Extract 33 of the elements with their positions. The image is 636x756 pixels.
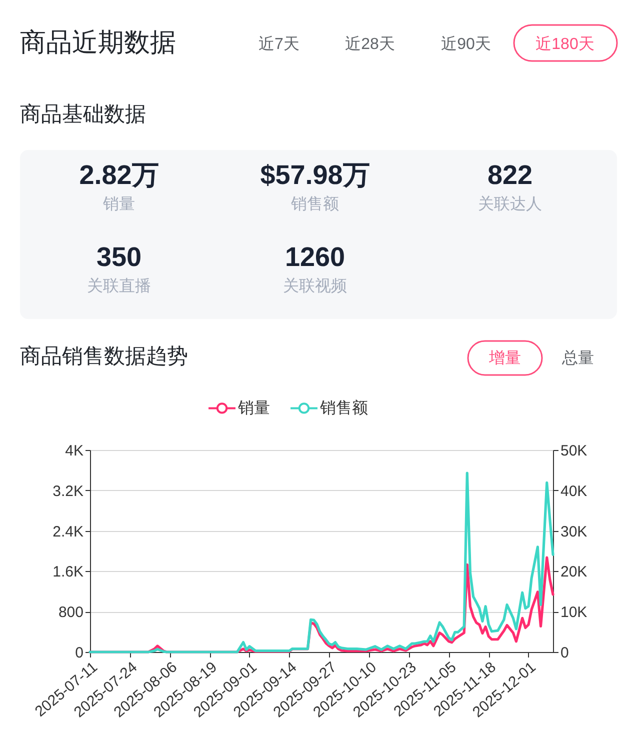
text: 关联达人 [478, 195, 542, 213]
text: 商品基础数据 [20, 103, 146, 126]
text: 2.82万 [79, 160, 159, 190]
y2-tick-label: 10K [560, 604, 588, 622]
text: 近180天 [536, 35, 594, 53]
y-tick-label: 0 [75, 644, 84, 662]
text: 销量 [102, 196, 135, 213]
text: 1260 [284, 242, 346, 272]
y2-tick-label: 0 [560, 644, 569, 662]
y-tick-label: 800 [58, 604, 84, 622]
y-tick-label: 1.6K [52, 564, 84, 581]
legend-label: 销售额 [319, 399, 368, 418]
text: 近7天 [258, 35, 300, 53]
chart-title: 商品销售数据趋势 [20, 345, 188, 368]
y2-tick-label: 50K [560, 442, 588, 460]
y2-tick-label: 30K [560, 523, 588, 540]
text: 总量 [561, 349, 594, 367]
y-tick-label: 4K [65, 442, 84, 460]
text: 350 [96, 242, 142, 272]
text: 关联视频 [283, 277, 347, 295]
text: 增量 [488, 350, 521, 367]
legend-label: 销量 [237, 400, 270, 418]
text: 近90天 [441, 35, 491, 53]
y-tick-label: 3.2K [52, 482, 84, 500]
text: 关联直播 [87, 277, 151, 295]
text: 近28天 [345, 35, 395, 53]
y2-tick-label: 20K [560, 564, 588, 581]
text: 商品近期数据 [20, 27, 176, 57]
text: 销售额 [290, 195, 339, 213]
text: 822 [487, 160, 533, 190]
y-tick-label: 2.4K [52, 523, 84, 540]
y2-tick-label: 40K [560, 482, 588, 500]
text: $57.98万 [260, 160, 370, 190]
